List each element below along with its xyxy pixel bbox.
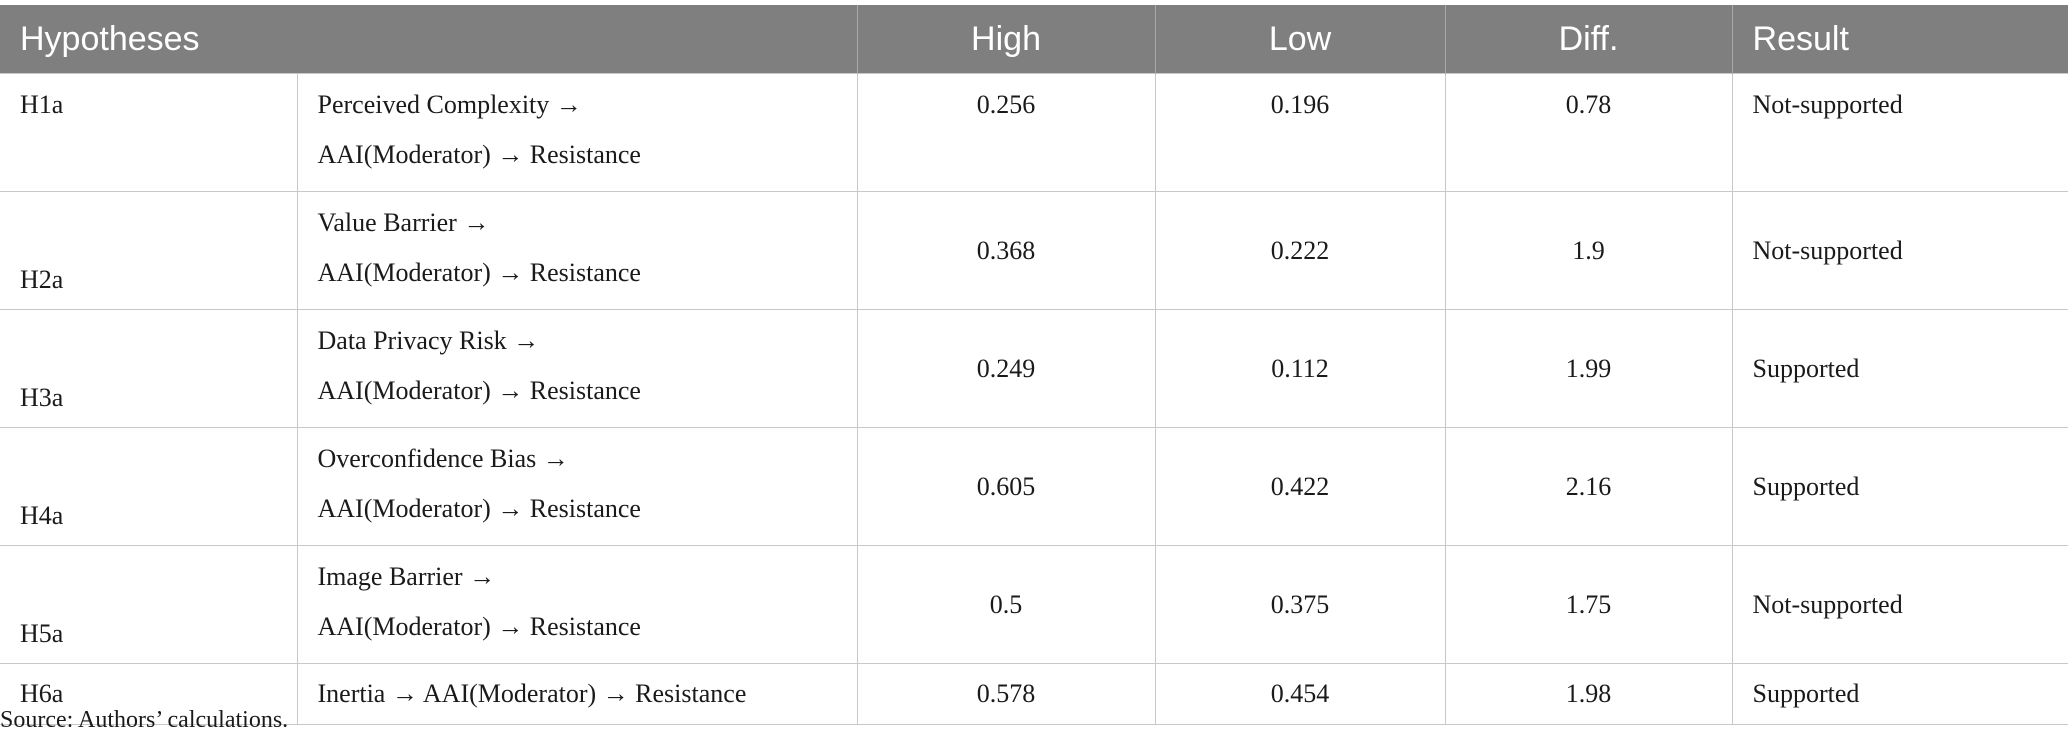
low-value: 0.375 xyxy=(1154,545,1446,664)
diff-value: 1.9 xyxy=(1444,191,1733,310)
result-value: Not-supported xyxy=(1731,73,2068,192)
diff-value: 1.99 xyxy=(1444,309,1733,428)
diff-value: 2.16 xyxy=(1444,427,1733,546)
low-value: 0.222 xyxy=(1154,191,1446,310)
result-value: Supported xyxy=(1731,309,2068,428)
result-value: Not-supported xyxy=(1731,545,2068,664)
low-value: 0.454 xyxy=(1154,663,1446,725)
header-diff: Diff. xyxy=(1445,5,1733,74)
high-value: 0.256 xyxy=(856,73,1156,192)
diff-value: 1.98 xyxy=(1444,663,1733,725)
hypothesis-path: Image Barrier → AAI(Moderator) → Resista… xyxy=(296,545,858,664)
table-row: H1a Perceived Complexity → AAI(Moderator… xyxy=(0,73,2068,192)
path-line-1: Overconfidence Bias → xyxy=(317,444,569,473)
header-result: Result xyxy=(1732,5,2068,74)
hypothesis-id: H4a xyxy=(0,427,298,546)
high-value: 0.249 xyxy=(856,309,1156,428)
hypothesis-path: Value Barrier → AAI(Moderator) → Resista… xyxy=(296,191,858,310)
high-value: 0.5 xyxy=(856,545,1156,664)
path-line-1: Image Barrier → xyxy=(317,562,496,591)
results-table-container: Hypotheses High Low Diff. Result H1a Per… xyxy=(0,5,2068,725)
hypothesis-path: Inertia → AAI(Moderator) → Resistance xyxy=(296,663,858,725)
table-footnote: Source: Authors’ calculations. xyxy=(0,707,289,733)
table-row: H4a Overconfidence Bias → AAI(Moderator)… xyxy=(0,427,2068,546)
path-line-2: AAI(Moderator) → Resistance xyxy=(317,376,641,405)
hypotheses-results-table: Hypotheses High Low Diff. Result H1a Per… xyxy=(0,5,2068,725)
path-line-1: Value Barrier → xyxy=(317,208,490,237)
hypothesis-path: Data Privacy Risk → AAI(Moderator) → Res… xyxy=(296,309,858,428)
hypothesis-id: H2a xyxy=(0,191,298,310)
header-low: Low xyxy=(1155,5,1446,74)
diff-value: 1.75 xyxy=(1444,545,1733,664)
low-value: 0.422 xyxy=(1154,427,1446,546)
path-line-2: AAI(Moderator) → Resistance xyxy=(317,258,641,287)
result-value: Not-supported xyxy=(1731,191,2068,310)
table-row: H6a Inertia → AAI(Moderator) → Resistanc… xyxy=(0,663,2068,725)
path-line-1: Perceived Complexity → xyxy=(317,90,582,119)
header-high: High xyxy=(857,5,1156,74)
result-value: Supported xyxy=(1731,427,2068,546)
table-row: H3a Data Privacy Risk → AAI(Moderator) →… xyxy=(0,309,2068,428)
hypothesis-id: H1a xyxy=(0,73,298,192)
result-value: Supported xyxy=(1731,663,2068,725)
low-value: 0.112 xyxy=(1154,309,1446,428)
high-value: 0.368 xyxy=(856,191,1156,310)
header-hypotheses: Hypotheses xyxy=(0,5,858,74)
hypothesis-path: Perceived Complexity → AAI(Moderator) → … xyxy=(296,73,858,192)
hypothesis-path: Overconfidence Bias → AAI(Moderator) → R… xyxy=(296,427,858,546)
path-line-2: AAI(Moderator) → Resistance xyxy=(317,494,641,523)
high-value: 0.605 xyxy=(856,427,1156,546)
path-line-1: Inertia → AAI(Moderator) → Resistance xyxy=(317,679,747,708)
diff-value: 0.78 xyxy=(1444,73,1733,192)
header-row: Hypotheses High Low Diff. Result xyxy=(0,5,2068,74)
path-line-1: Data Privacy Risk → xyxy=(317,326,540,355)
table-body: H1a Perceived Complexity → AAI(Moderator… xyxy=(0,73,2068,725)
path-line-2: AAI(Moderator) → Resistance xyxy=(317,140,641,169)
hypothesis-id: H6a xyxy=(0,663,298,725)
table-row: H5a Image Barrier → AAI(Moderator) → Res… xyxy=(0,545,2068,664)
path-line-2: AAI(Moderator) → Resistance xyxy=(317,612,641,641)
high-value: 0.578 xyxy=(856,663,1156,725)
table-header: Hypotheses High Low Diff. Result xyxy=(0,5,2068,74)
hypothesis-id: H3a xyxy=(0,309,298,428)
hypothesis-id: H5a xyxy=(0,545,298,664)
table-row: H2a Value Barrier → AAI(Moderator) → Res… xyxy=(0,191,2068,310)
low-value: 0.196 xyxy=(1154,73,1446,192)
